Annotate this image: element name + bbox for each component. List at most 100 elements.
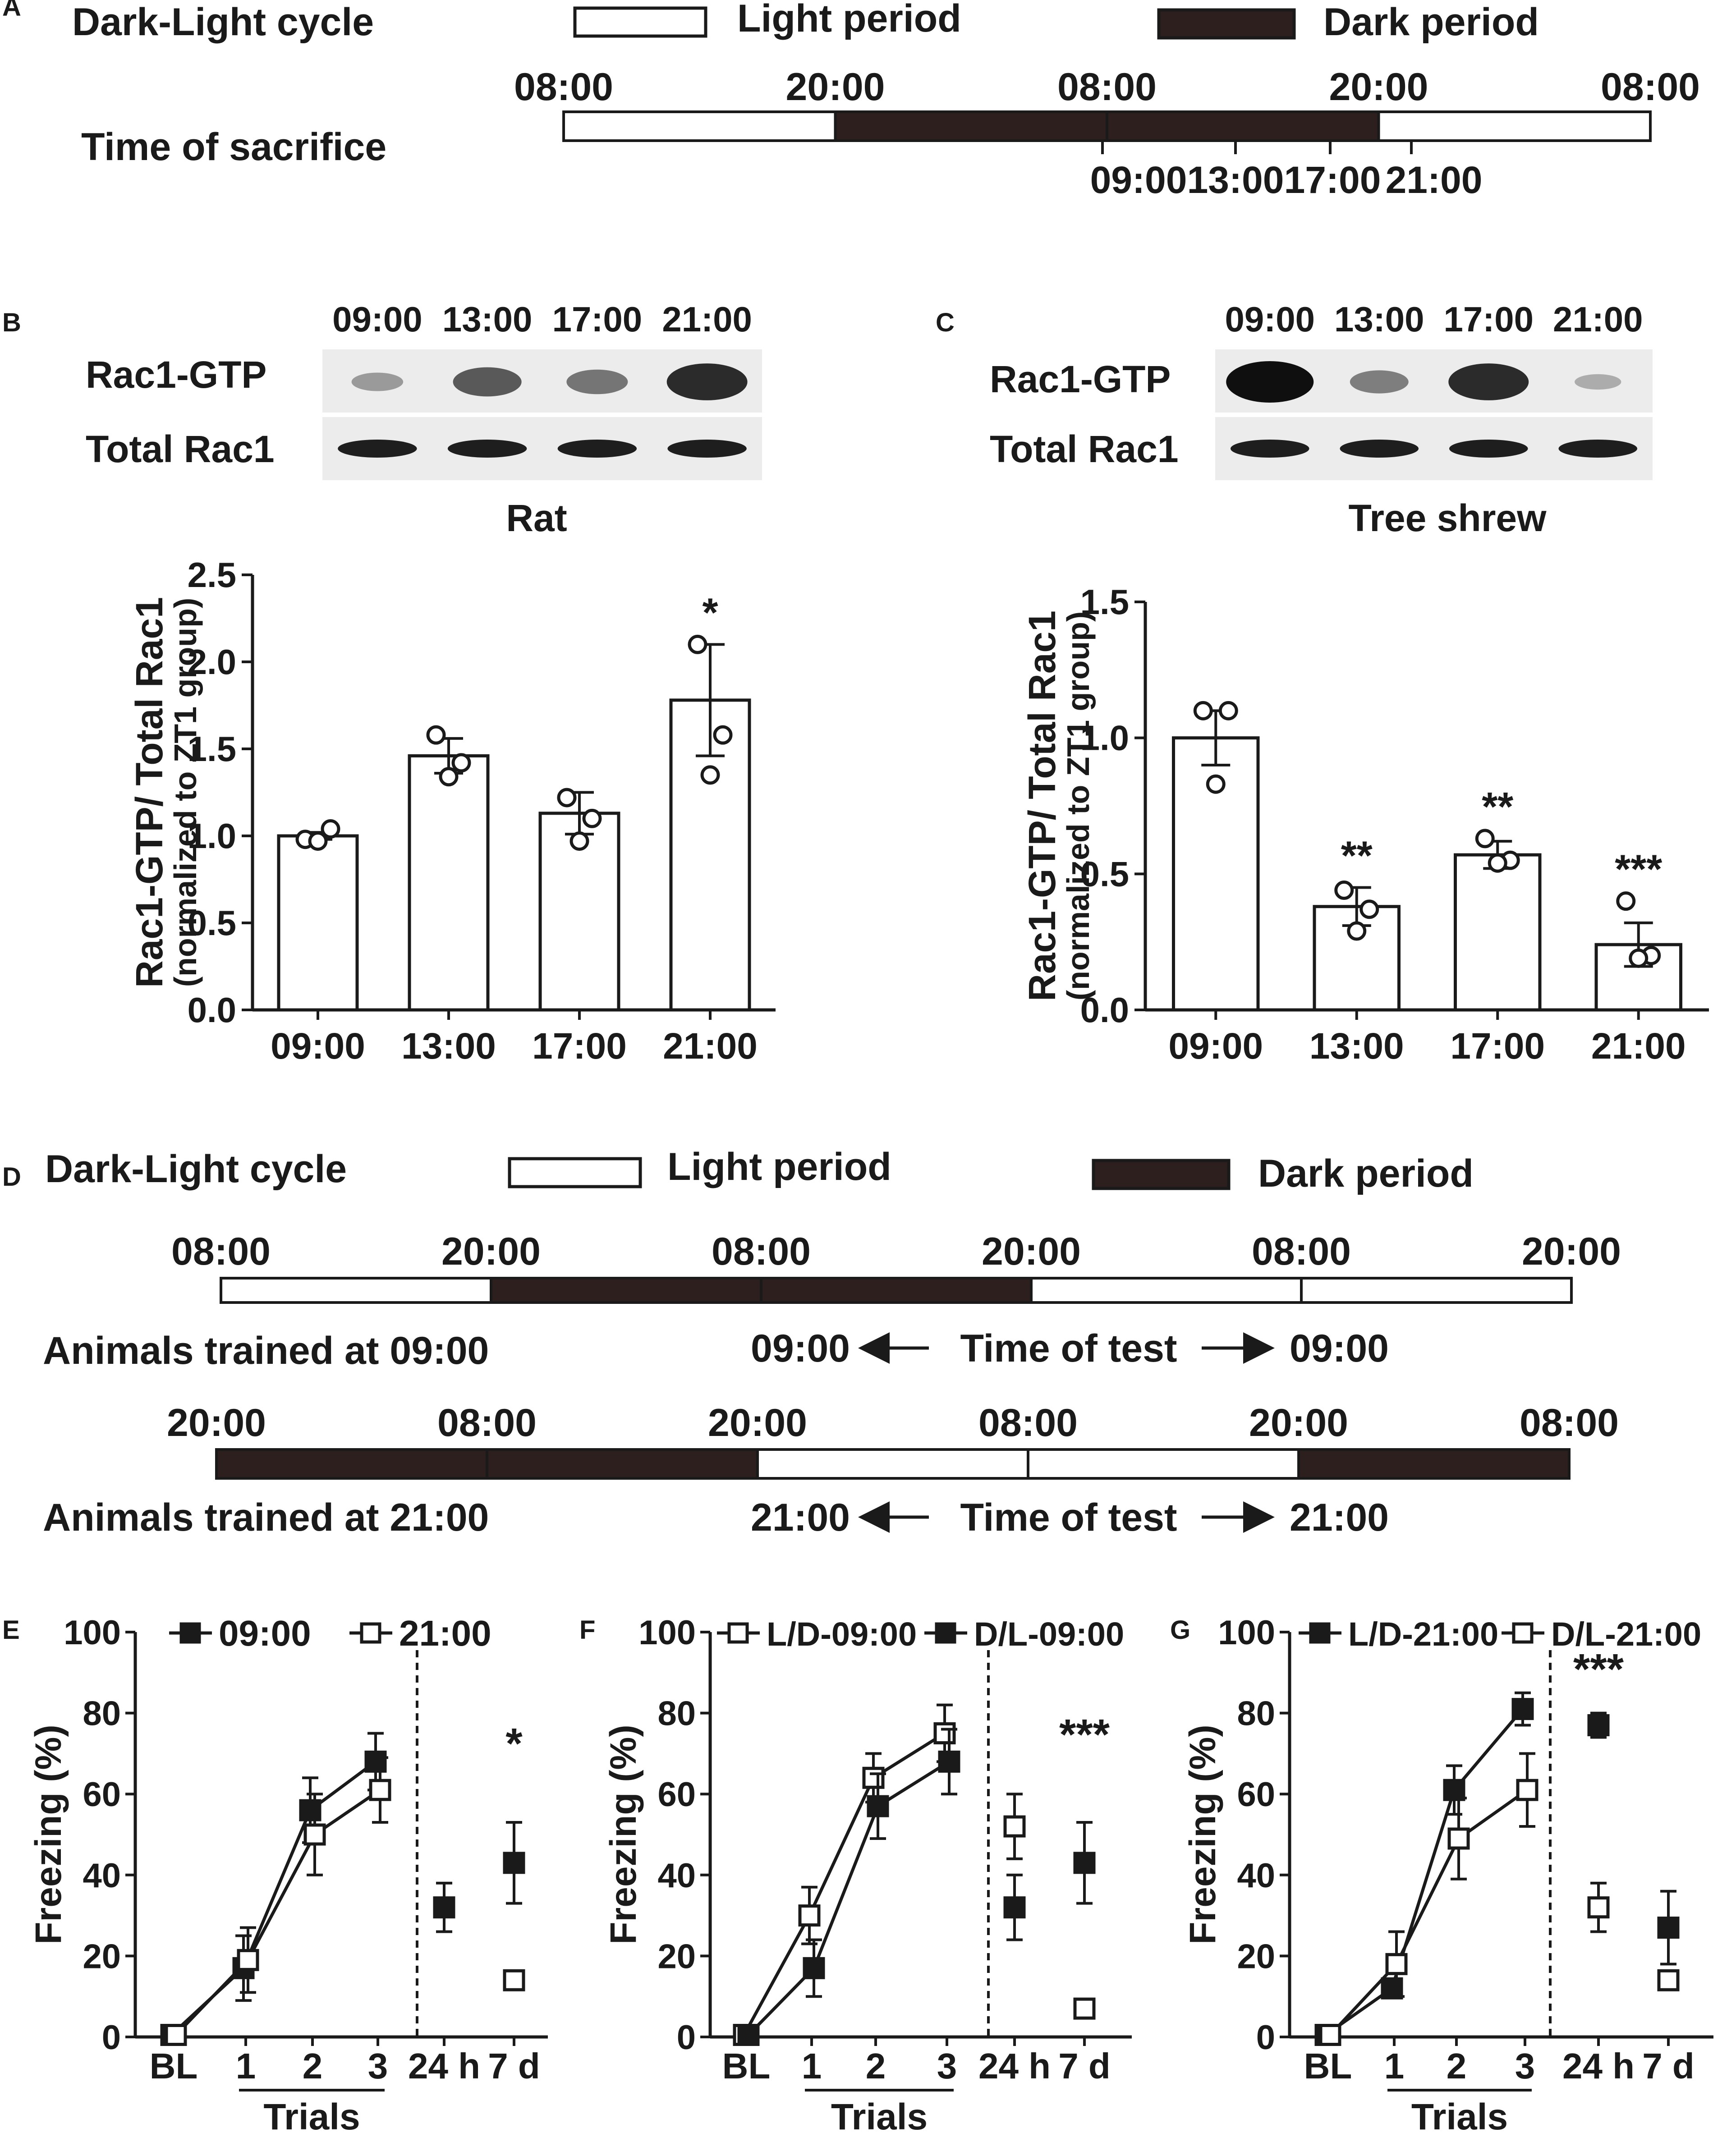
significance-label: ** — [1482, 784, 1513, 830]
x-tick-label: 24 h — [978, 2046, 1051, 2086]
blot-lane-time: 21:00 — [1553, 299, 1643, 339]
blot-lane-time: 09:00 — [1225, 299, 1315, 339]
period-segment-dark — [486, 1448, 759, 1480]
legend-marker — [1309, 1622, 1331, 1644]
sacrifice-time-label: 13:00 — [1187, 159, 1284, 201]
time-label: 20:00 — [1249, 1401, 1348, 1445]
time-label: 20:00 — [441, 1230, 541, 1273]
time-label: 20:00 — [167, 1401, 266, 1445]
data-point — [1616, 891, 1636, 911]
total-band — [1230, 440, 1309, 458]
significance-label: *** — [1573, 1645, 1624, 1693]
period-segment-light — [1377, 110, 1652, 142]
data-point — [1381, 1977, 1403, 2000]
y-tick-label: 0 — [677, 2018, 696, 2057]
x-tick-label: 2 — [303, 2046, 323, 2086]
data-point — [688, 634, 707, 654]
period-segment-dark — [215, 1448, 488, 1480]
blot-lane-time: 17:00 — [1444, 299, 1534, 339]
panel-a-legend-dark-swatch — [1157, 8, 1296, 40]
y-tick-label: 2.0 — [188, 642, 236, 682]
time-label: 08:00 — [514, 65, 613, 109]
panel-d: D Dark-Light cycle Light period Dark per… — [2, 1145, 1621, 1539]
y-tick-label: 60 — [657, 1775, 696, 1814]
total-band — [557, 440, 637, 458]
panel-a: A Dark-Light cycle Light period Dark per… — [2, 0, 1700, 201]
period-segment-dark — [834, 110, 1108, 142]
x-tick-label: 24 h — [408, 2046, 480, 2086]
gtp-band — [1575, 374, 1621, 390]
panel-c-species: Tree shrew — [1349, 497, 1547, 539]
data-point — [803, 1957, 825, 1979]
panel-a-sacrifice-times: 09:00 13:00 17:00 21:00 — [1090, 141, 1482, 201]
data-point — [1447, 1827, 1470, 1850]
data-point — [1511, 1698, 1534, 1720]
panel-c-row1-label: Rac1-GTP — [990, 358, 1171, 400]
x-axis-label: Trials — [1411, 2096, 1508, 2137]
x-tick-label: 1 — [1384, 2046, 1405, 2086]
data-point — [426, 725, 446, 745]
panel-d-row2-label: Animals trained at 21:00 — [43, 1496, 489, 1539]
time-label: 08:00 — [1520, 1401, 1619, 1445]
time-label: 20:00 — [1329, 65, 1428, 109]
panel-a-cycle-bar — [562, 110, 1652, 142]
y-axis-label-2: (normalized to ZT1 group) — [168, 598, 203, 987]
panel-g-letter: G — [1170, 1615, 1190, 1645]
data-point — [862, 1766, 885, 1789]
y-tick-label: 1.0 — [1080, 718, 1129, 758]
data-point — [321, 819, 340, 839]
data-point — [1516, 1779, 1539, 1801]
data-point — [433, 1896, 455, 1919]
panel-d-legend-dark-swatch — [1092, 1159, 1231, 1190]
data-point — [700, 765, 720, 785]
data-point — [1443, 1779, 1465, 1801]
legend-label: 21:00 — [399, 1613, 491, 1653]
legend-marker — [360, 1622, 381, 1644]
data-point — [1657, 1969, 1680, 1991]
period-segment-dark — [1106, 110, 1380, 142]
x-tick-label: 7 d — [1058, 2046, 1111, 2086]
series-line — [742, 1732, 946, 2036]
blot-lane-time: 13:00 — [442, 299, 533, 339]
y-tick-label: 0.0 — [188, 990, 236, 1030]
x-tick-label: 21:00 — [663, 1026, 758, 1067]
legend-marker — [1512, 1622, 1534, 1644]
data-point — [557, 788, 577, 807]
data-point — [1003, 1815, 1026, 1838]
panel-a-sacrifice-label: Time of sacrifice — [81, 125, 386, 169]
x-tick-label: 21:00 — [1591, 1026, 1686, 1067]
x-tick-label: 7 d — [1642, 2046, 1695, 2086]
x-tick-label: 2 — [1447, 2046, 1467, 2086]
data-point — [1073, 1852, 1096, 1874]
significance-label: * — [505, 1720, 523, 1768]
data-point — [165, 2024, 187, 2046]
panel-d-legend-light: Light period — [667, 1145, 891, 1188]
data-point — [867, 1795, 889, 1817]
panel-b-row1-label: Rac1-GTP — [86, 353, 266, 396]
significance-label: *** — [1615, 847, 1662, 892]
gtp-band — [1226, 361, 1314, 403]
time-label: 08:00 — [1057, 65, 1157, 109]
period-segment-light — [220, 1277, 492, 1304]
y-tick-label: 0 — [102, 2018, 121, 2057]
x-tick-label: 2 — [866, 2046, 886, 2086]
x-tick-label: 24 h — [1562, 2046, 1635, 2086]
time-label: 20:00 — [982, 1230, 1081, 1273]
data-point — [933, 1722, 956, 1744]
data-point — [439, 767, 459, 787]
data-point — [1587, 1714, 1610, 1737]
x-tick-label: 7 d — [488, 2046, 540, 2086]
y-axis-label: Rac1-GTP/ Total Rac1 — [128, 597, 170, 988]
panel-d-row1-test: 09:00 Time of test 09:00 — [751, 1327, 1389, 1370]
panel-c: C 09:00 13:00 17:00 21:00 Rac1-GTP Total Ra… — [936, 299, 1709, 1067]
x-axis-label: Trials — [831, 2096, 928, 2137]
data-point — [737, 2024, 760, 2046]
period-segment-dark — [490, 1277, 762, 1304]
legend-marker — [179, 1622, 201, 1644]
period-segment-light — [562, 110, 837, 142]
data-point — [451, 753, 471, 773]
x-tick-label: 3 — [1515, 2046, 1535, 2086]
x-tick-label: BL — [722, 2046, 771, 2086]
